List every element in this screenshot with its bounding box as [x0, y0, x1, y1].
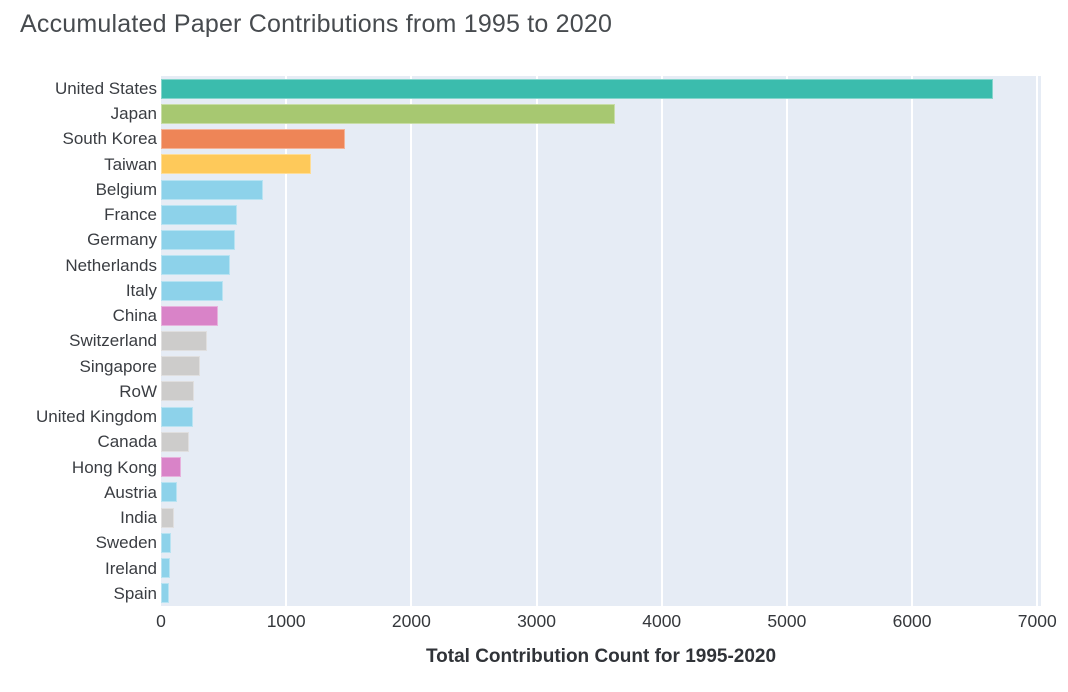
x-tick-label-0: 0 — [156, 611, 166, 631]
plot-area — [161, 76, 1041, 606]
bar-austria — [161, 482, 178, 503]
x-axis-title: Total Contribution Count for 1995-2020 — [425, 646, 777, 667]
y-axis-label-china: China — [112, 306, 157, 326]
bar-netherlands — [161, 255, 230, 276]
gridline-6000 — [911, 76, 914, 606]
chart-title: Accumulated Paper Contributions from 199… — [20, 10, 613, 38]
x-tick-label-7000: 7000 — [1017, 611, 1057, 631]
bar-hong-kong — [161, 457, 182, 478]
y-axis-label-spain: Spain — [113, 583, 157, 603]
x-tick-label-2000: 2000 — [391, 611, 431, 631]
y-axis-label-belgium: Belgium — [95, 179, 157, 199]
gridline-1000 — [285, 76, 288, 606]
bar-united-states — [161, 78, 994, 99]
gridline-5000 — [785, 76, 788, 606]
x-tick-label-3000: 3000 — [517, 611, 556, 631]
gridline-2000 — [410, 76, 413, 606]
y-axis-label-south-korea: South Korea — [62, 129, 157, 149]
y-axis-label-ireland: Ireland — [105, 558, 157, 578]
y-axis-label-netherlands: Netherlands — [65, 255, 157, 275]
bar-canada — [161, 431, 189, 452]
y-axis-label-austria: Austria — [104, 482, 157, 502]
bar-italy — [161, 280, 223, 301]
y-axis-label-switzerland: Switzerland — [69, 331, 157, 351]
bar-japan — [161, 103, 616, 124]
y-axis-label-germany: Germany — [87, 230, 157, 250]
bar-germany — [161, 230, 236, 251]
bar-sweden — [161, 532, 171, 553]
y-axis-label-canada: Canada — [97, 432, 157, 452]
bar-south-korea — [161, 129, 345, 150]
y-axis-label-sweden: Sweden — [95, 533, 157, 553]
x-tick-label-1000: 1000 — [266, 611, 306, 631]
bar-ireland — [161, 558, 171, 579]
bar-china — [161, 305, 218, 326]
y-axis-label-hong-kong: Hong Kong — [71, 457, 157, 477]
bar-taiwan — [161, 154, 312, 175]
y-axis-label-italy: Italy — [125, 280, 157, 300]
bar-row — [161, 381, 195, 402]
bar-india — [161, 507, 175, 528]
y-axis-label-singapore: Singapore — [79, 356, 157, 376]
x-tick-label-4000: 4000 — [642, 611, 682, 631]
x-tick-label-6000: 6000 — [892, 611, 932, 631]
y-axis-label-india: India — [120, 508, 157, 528]
bar-singapore — [161, 356, 200, 377]
bar-belgium — [161, 179, 264, 200]
gridline-4000 — [660, 76, 663, 606]
y-axis-label-france: France — [104, 205, 157, 225]
y-axis-label-united-states: United States — [54, 79, 157, 98]
bar-spain — [161, 583, 169, 604]
y-axis-label-taiwan: Taiwan — [104, 154, 157, 174]
gridline-3000 — [535, 76, 538, 606]
y-axis-label-row: RoW — [119, 381, 157, 401]
gridline-7000 — [1036, 76, 1039, 606]
y-axis-label-united-kingdom: United Kingdom — [36, 407, 157, 427]
bar-france — [161, 204, 238, 225]
bar-switzerland — [161, 331, 208, 351]
bar-united-kingdom — [161, 406, 193, 427]
y-axis-label-japan: Japan — [110, 104, 157, 124]
x-tick-label-5000: 5000 — [767, 611, 807, 631]
